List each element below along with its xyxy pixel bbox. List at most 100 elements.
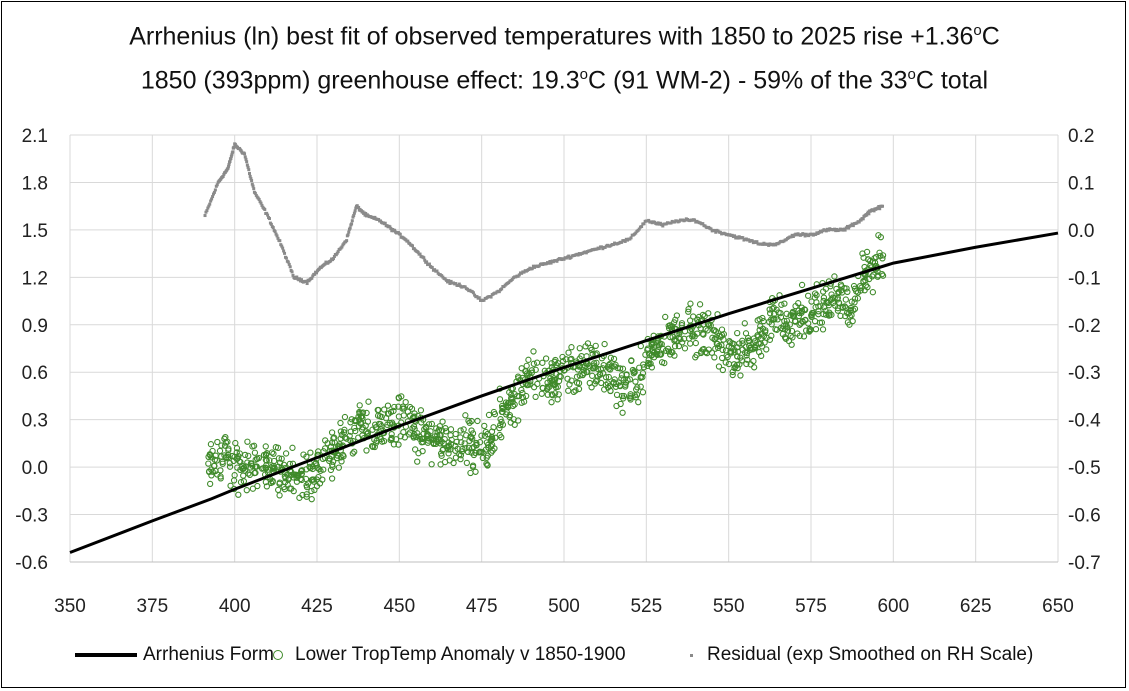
anomaly-point xyxy=(327,466,335,474)
anomaly-point xyxy=(469,445,476,452)
anomaly-point xyxy=(673,312,681,319)
residual-point xyxy=(243,152,247,156)
anomaly-point xyxy=(628,357,635,364)
anomaly-point xyxy=(839,303,846,311)
anomaly-point xyxy=(240,472,247,479)
anomaly-point xyxy=(308,487,315,495)
residual-point xyxy=(245,160,249,164)
residual-point xyxy=(803,234,807,238)
anomaly-point xyxy=(356,402,363,409)
anomaly-series xyxy=(205,232,887,503)
residual-point xyxy=(597,247,601,251)
x-tick-label: 550 xyxy=(713,596,745,617)
anomaly-point xyxy=(303,493,310,500)
anomaly-point xyxy=(205,460,212,467)
anomaly-point xyxy=(296,494,303,501)
anomaly-point xyxy=(847,304,855,312)
anomaly-point xyxy=(243,487,250,494)
anomaly-point xyxy=(524,381,531,389)
residual-point xyxy=(233,142,237,146)
chart-title-line-1: Arrhenius (ln) best fit of observed temp… xyxy=(129,22,1000,51)
anomaly-point xyxy=(613,391,621,398)
y-left-tick-label: 0.3 xyxy=(22,411,48,432)
anomaly-point xyxy=(565,387,572,394)
anomaly-point xyxy=(620,392,628,400)
anomaly-point xyxy=(542,355,550,362)
anomaly-point xyxy=(831,294,838,302)
residual-point xyxy=(206,206,210,210)
residual-point xyxy=(203,214,207,218)
anomaly-point xyxy=(303,482,310,489)
x-tick-label: 450 xyxy=(383,596,415,617)
anomaly-point xyxy=(791,317,799,325)
anomaly-point xyxy=(311,486,318,494)
anomaly-point xyxy=(530,384,538,391)
anomaly-point xyxy=(237,479,245,486)
anomaly-point xyxy=(405,431,413,438)
residual-point xyxy=(332,255,336,259)
anomaly-point xyxy=(406,403,414,411)
y-right-tick-label: -0.2 xyxy=(1068,316,1101,337)
anomaly-point xyxy=(789,334,796,341)
residual-point xyxy=(315,271,319,275)
anomaly-point xyxy=(685,308,692,315)
anomaly-point xyxy=(741,349,749,356)
anomaly-point xyxy=(390,441,398,448)
residual-point xyxy=(260,203,264,207)
residual-point xyxy=(246,165,250,169)
y-left-tick-label: 1.5 xyxy=(22,221,48,242)
anomaly-point xyxy=(420,430,427,437)
residual-point xyxy=(857,220,861,224)
anomaly-point xyxy=(671,336,678,343)
anomaly-point xyxy=(470,443,477,451)
anomaly-point xyxy=(333,454,341,462)
residual-point xyxy=(433,268,437,272)
anomaly-point xyxy=(258,465,266,472)
residual-point xyxy=(448,281,452,285)
anomaly-point xyxy=(335,464,343,471)
anomaly-point xyxy=(719,366,726,374)
anomaly-point xyxy=(837,281,845,288)
anomaly-point xyxy=(518,365,525,372)
anomaly-point xyxy=(270,450,277,457)
residual-point xyxy=(718,230,722,234)
anomaly-point xyxy=(402,398,409,406)
anomaly-point xyxy=(275,455,283,462)
residual-point xyxy=(867,212,871,216)
legend-item-anomaly: Lower TropTemp Anomaly v 1850-1900 xyxy=(273,640,626,670)
anomaly-point xyxy=(424,431,432,438)
anomaly-point xyxy=(552,390,559,397)
anomaly-point xyxy=(617,400,624,408)
anomaly-point xyxy=(568,355,575,363)
anomaly-point xyxy=(630,370,637,377)
residual-point xyxy=(231,150,235,154)
anomaly-point xyxy=(459,445,466,453)
anomaly-point xyxy=(874,273,881,280)
anomaly-point xyxy=(474,417,481,425)
anomaly-point xyxy=(298,471,305,478)
y-right-tick-label: -0.7 xyxy=(1068,553,1101,574)
residual-point xyxy=(228,160,232,164)
anomaly-point xyxy=(397,433,404,440)
anomaly-point xyxy=(440,446,447,453)
anomaly-point xyxy=(518,386,525,394)
anomaly-point xyxy=(869,289,877,296)
anomaly-point xyxy=(642,351,649,358)
residual-point xyxy=(383,221,387,225)
anomaly-point xyxy=(789,309,796,317)
anomaly-point xyxy=(456,451,463,458)
anomaly-point xyxy=(481,432,489,439)
residual-point xyxy=(287,262,291,266)
anomaly-point xyxy=(320,466,327,473)
anomaly-point xyxy=(373,437,380,444)
anomaly-point xyxy=(846,321,853,328)
residual-point xyxy=(210,197,214,201)
anomaly-point xyxy=(363,409,370,417)
residual-point xyxy=(475,295,479,299)
anomaly-point xyxy=(718,326,726,333)
residual-point xyxy=(510,277,514,281)
anomaly-point xyxy=(528,369,535,376)
anomaly-point xyxy=(750,357,757,365)
residual-point xyxy=(247,171,251,175)
anomaly-point xyxy=(278,455,285,462)
